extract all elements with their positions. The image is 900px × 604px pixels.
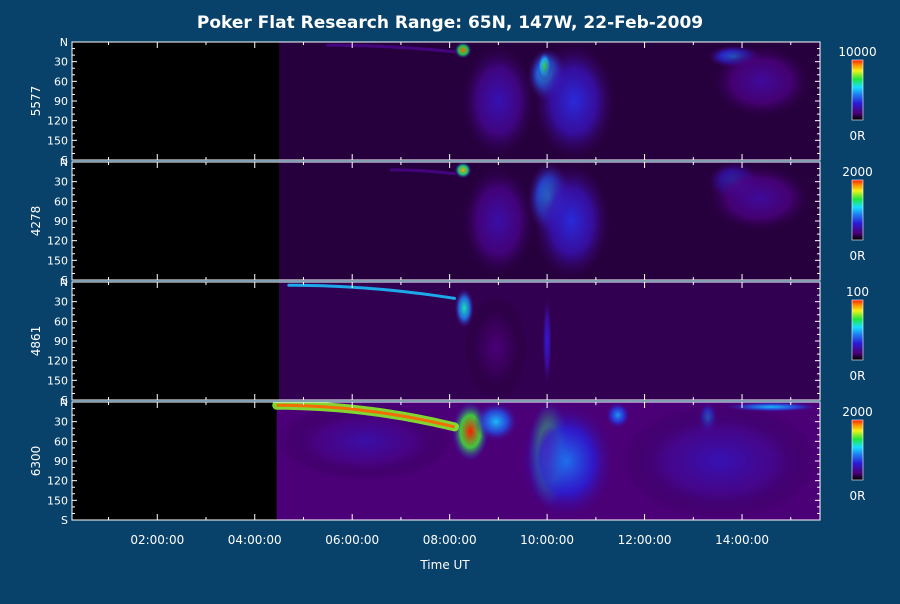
panel-wavelength-label: 5577 [29,86,43,117]
x-tick-label: 06:00:00 [325,533,379,547]
emission-region [532,162,611,280]
y-tick-label: 120 [47,115,68,128]
emission-region [517,402,616,520]
y-tick-label: 150 [47,134,68,147]
emission-region [459,42,538,160]
keogram-panel-4861: N 30 60 90 120 150 S 4861 100 0R [29,276,869,407]
y-tick-label: 150 [47,494,68,507]
y-tick-label: 60 [54,75,68,88]
colorbar-max-label: 10000 [838,45,876,59]
y-tick-label: 60 [54,435,68,448]
y-tick-label: 120 [47,355,68,368]
colorbar-min-label: 0R [850,369,866,383]
y-tick-label: S [61,154,68,167]
emission-region [454,162,472,179]
emission-region [542,295,552,387]
colorbar [851,419,864,481]
x-tick-label: 02:00:00 [130,533,184,547]
colorbar-min-label: 0R [850,489,866,503]
x-tick-label: 12:00:00 [618,533,672,547]
colorbar-min-label: 0R [850,129,866,143]
colorbar-min-label: 0R [850,249,866,263]
aurora-arc-core [276,403,455,429]
x-tick-label: 10:00:00 [520,533,574,547]
y-tick-label: 60 [54,195,68,208]
y-tick-label: N [60,156,68,169]
emission-region [474,402,518,442]
y-tick-label: 30 [54,296,68,309]
colorbar-max-label: 100 [846,285,869,299]
aurora-arc-trace [287,283,456,300]
y-tick-label: N [60,276,68,289]
y-tick-label: 120 [47,235,68,248]
emission-region [707,42,816,121]
y-tick-label: 90 [54,455,68,468]
y-tick-label: N [60,396,68,409]
colorbar [851,299,864,361]
aurora-arc-trace [326,43,456,54]
y-tick-label: S [61,394,68,407]
y-tick-label: S [61,514,68,527]
aurora-arc-trace [389,168,456,176]
colorbar-max-label: 2000 [842,165,873,179]
panel-wavelength-label: 4861 [29,326,43,357]
y-tick-label: 120 [47,475,68,488]
y-tick-label: 150 [47,254,68,267]
colorbar-max-label: 2000 [842,405,873,419]
emission-region [703,162,816,235]
emission-region [605,402,630,429]
y-tick-label: S [61,274,68,287]
keogram-panel-6300: N 30 60 90 120 150 S 6300 2000 0R [29,396,873,527]
panel-wavelength-label: 4278 [29,206,43,237]
y-tick-label: 90 [54,95,68,108]
y-tick-label: 150 [47,374,68,387]
emission-region [532,42,616,160]
emission-region [464,295,528,400]
colorbar [851,179,864,241]
y-tick-label: 30 [54,176,68,189]
x-tick-label: 08:00:00 [423,533,477,547]
keogram-panel-5577: N 30 60 90 120 150 S 5577 10000 0R [29,36,877,167]
keogram-panel-4278: N 30 60 90 120 150 S 4278 2000 0R [29,156,873,287]
emission-region [459,162,538,280]
x-axis-label: Time UT [419,558,470,572]
x-tick-label: 14:00:00 [715,533,769,547]
emission-region [620,402,820,520]
emission-region [454,288,475,328]
y-tick-label: 60 [54,315,68,328]
y-tick-label: 90 [54,335,68,348]
y-tick-label: 30 [54,416,68,429]
panel-wavelength-label: 6300 [29,446,43,477]
colorbar [851,59,864,121]
x-tick-label: 04:00:00 [228,533,282,547]
emission-region [454,42,472,59]
y-tick-label: N [60,36,68,49]
y-tick-label: 90 [54,215,68,228]
chart-title: Poker Flat Research Range: 65N, 147W, 22… [197,13,703,33]
y-tick-label: 30 [54,56,68,69]
